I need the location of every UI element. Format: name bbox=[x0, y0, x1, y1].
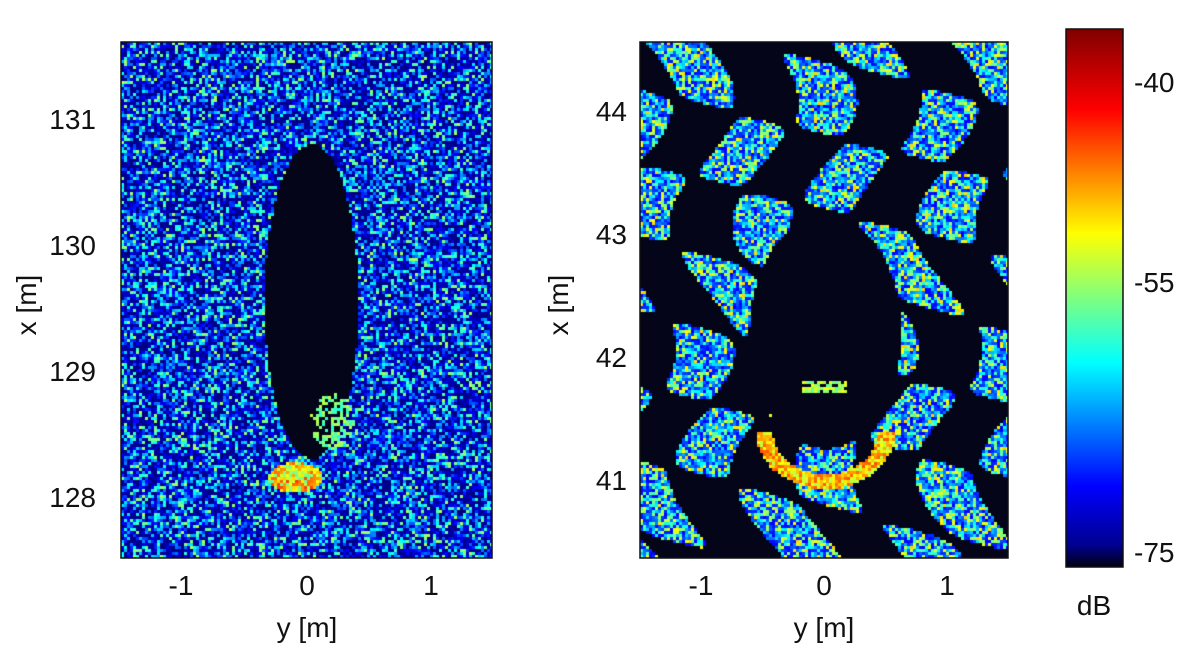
right-xtick-label-1: 1 bbox=[939, 570, 955, 601]
right-plot-frame bbox=[639, 41, 1009, 559]
left-yaxis-label: x [m] bbox=[11, 275, 42, 336]
right-panel: 44 43 42 41 -1 0 1 y [m] x [m] bbox=[543, 41, 1009, 643]
right-heatmap bbox=[640, 42, 1008, 558]
left-panel: 131 130 129 128 -1 0 1 y [m] x [m] bbox=[11, 41, 493, 643]
colorbar-tick-label-neg75: -75 bbox=[1134, 537, 1174, 568]
left-ytick-label-129: 129 bbox=[49, 356, 96, 387]
right-ticks: 44 43 42 41 -1 0 1 bbox=[596, 96, 955, 601]
left-ytick-label-128: 128 bbox=[49, 482, 96, 513]
colorbar-tick-label-neg55: -55 bbox=[1134, 267, 1174, 298]
left-xtick-label-neg1: -1 bbox=[169, 570, 194, 601]
right-ytick-label-41: 41 bbox=[596, 465, 627, 496]
right-ytick-label-42: 42 bbox=[596, 342, 627, 373]
right-ytick-label-43: 43 bbox=[596, 219, 627, 250]
right-ytick-label-44: 44 bbox=[596, 96, 627, 127]
colorbar-gradient bbox=[1065, 28, 1124, 568]
right-yaxis-label: x [m] bbox=[543, 275, 574, 336]
left-ytick-label-131: 131 bbox=[49, 104, 96, 135]
left-xtick-label-0: 0 bbox=[299, 570, 315, 601]
right-xaxis-label: y [m] bbox=[794, 612, 855, 643]
colorbar-label: dB bbox=[1077, 590, 1111, 621]
left-ticks: 131 130 129 128 -1 0 1 bbox=[49, 104, 439, 601]
colorbar-tick-label-neg40: -40 bbox=[1134, 67, 1174, 98]
left-plot-frame bbox=[120, 41, 493, 559]
left-xtick-label-1: 1 bbox=[423, 570, 439, 601]
left-xaxis-label: y [m] bbox=[277, 612, 338, 643]
right-xtick-label-neg1: -1 bbox=[689, 570, 714, 601]
left-heatmap bbox=[121, 42, 492, 558]
colorbar: -40 -55 -75 dB bbox=[1065, 28, 1174, 621]
right-xtick-label-0: 0 bbox=[816, 570, 832, 601]
left-ytick-label-130: 130 bbox=[49, 230, 96, 261]
